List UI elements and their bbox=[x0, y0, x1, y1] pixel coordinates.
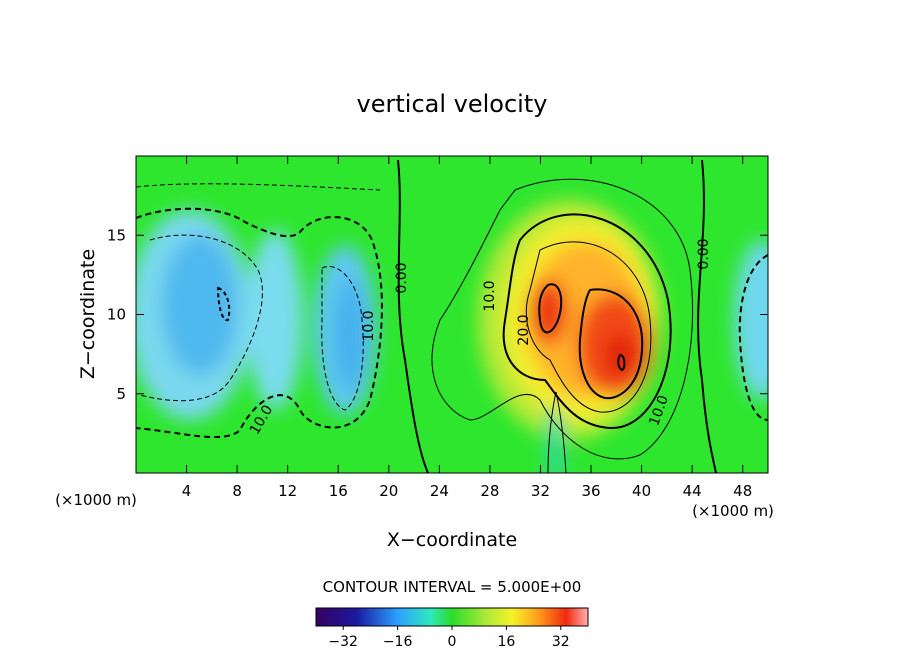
x-tick-label: 28 bbox=[480, 482, 499, 500]
y-tick-label: 10 bbox=[107, 306, 126, 324]
updraft-red-west bbox=[528, 280, 568, 344]
downdraft-core-east bbox=[334, 280, 366, 390]
x-tick-label: 12 bbox=[278, 482, 297, 500]
contour-label: 0.00 bbox=[394, 262, 410, 293]
x-unit-label-left: (×1000 m) bbox=[55, 491, 137, 509]
contour-label: 10.0 bbox=[482, 280, 498, 311]
y-axis-label: Z−coordinate bbox=[77, 249, 99, 379]
contour-neg-right-edge bbox=[738, 254, 768, 421]
colorbar-tick-label: −16 bbox=[383, 634, 413, 650]
contour-pos20-west bbox=[538, 283, 563, 334]
downdraft-region-right-edge bbox=[734, 240, 768, 400]
colorbar-tick-label: 0 bbox=[448, 634, 457, 650]
contour-interval-text: CONTOUR INTERVAL = 5.000E+00 bbox=[323, 578, 582, 596]
x-tick-label: 8 bbox=[232, 482, 242, 500]
downdraft-core-west bbox=[162, 235, 238, 375]
x-tick-label: 4 bbox=[182, 482, 192, 500]
contour-pos10 bbox=[502, 213, 672, 430]
contour-neg15-east bbox=[321, 266, 364, 411]
contour-pos30-core bbox=[617, 353, 626, 372]
x-tick-label: 40 bbox=[632, 482, 651, 500]
contour-neg10-west bbox=[136, 207, 383, 439]
x-tick-label: 16 bbox=[329, 482, 348, 500]
x-tick-label: 44 bbox=[683, 482, 702, 500]
contour-zero-west bbox=[397, 159, 429, 473]
contour-pos15 bbox=[526, 241, 652, 413]
contour-label: 20.0 bbox=[516, 314, 532, 345]
contour-neg20-core bbox=[216, 286, 231, 322]
x-tick-label: 36 bbox=[581, 482, 600, 500]
contour-zero-east bbox=[697, 159, 717, 473]
contour-neg5-west bbox=[136, 183, 381, 191]
y-tick-label: 5 bbox=[116, 385, 126, 403]
colorbar-ticks: −32 −16 0 16 32 bbox=[328, 626, 570, 650]
x-tick-label: 48 bbox=[733, 482, 752, 500]
x-axis-ticks: 4 8 12 16 20 24 28 32 36 40 44 48 bbox=[182, 156, 752, 500]
x-unit-label-right: (×1000 m) bbox=[692, 502, 774, 520]
colorbar-tick-label: −32 bbox=[328, 634, 358, 650]
contour-lines bbox=[136, 159, 768, 473]
x-tick-label: 24 bbox=[430, 482, 449, 500]
contour-low-plume bbox=[547, 391, 567, 473]
contour-neg15-west bbox=[139, 234, 263, 402]
chart-title: vertical velocity bbox=[357, 90, 548, 118]
contour-pos20-east bbox=[578, 288, 644, 400]
y-axis-ticks: 5 10 15 bbox=[107, 226, 768, 403]
colorbar-tick-label: 16 bbox=[497, 634, 515, 650]
colorbar bbox=[315, 607, 589, 627]
contour-label: 10.0 bbox=[361, 310, 377, 341]
y-tick-label: 15 bbox=[107, 226, 126, 244]
contour-pos5 bbox=[431, 178, 693, 460]
x-axis-label: X−coordinate bbox=[387, 529, 517, 551]
colorbar-tick-label: 32 bbox=[552, 634, 570, 650]
plot-area: 0.00 10.0 20.0 10.0 10.0 0.00 10.0 bbox=[136, 156, 768, 473]
x-tick-label: 32 bbox=[531, 482, 550, 500]
x-tick-label: 20 bbox=[379, 482, 398, 500]
downdraft-region-mid bbox=[247, 230, 303, 410]
contour-label: 0.00 bbox=[696, 238, 712, 269]
